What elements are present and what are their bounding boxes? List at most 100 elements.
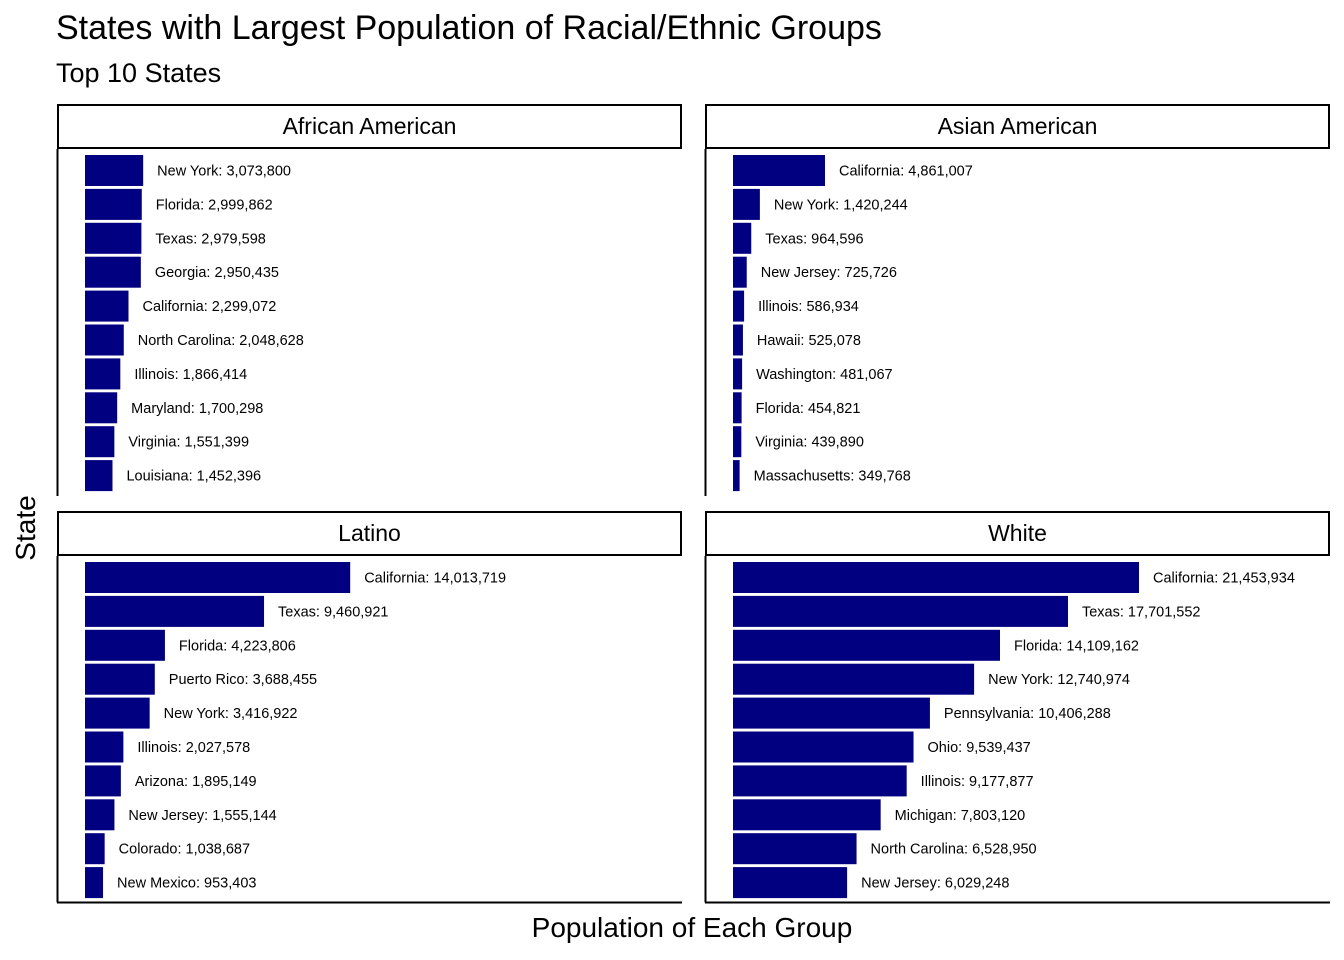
bar (733, 867, 848, 899)
bar (85, 731, 124, 763)
facet-strip-label: Latino (338, 520, 401, 546)
bar-data-label: California: 21,453,934 (1153, 571, 1295, 587)
facet-strip: African American (57, 104, 682, 149)
chart-title: States with Largest Population of Racial… (56, 9, 882, 47)
bar (85, 222, 142, 254)
facet-latino: Latino California: 14,013,719 Texas: 9,460… (56, 511, 682, 904)
bar-data-label: New York: 1,420,244 (774, 197, 908, 213)
bar (85, 460, 113, 492)
bar (85, 833, 105, 865)
bar (733, 426, 742, 458)
bar (733, 155, 825, 186)
bar-data-label: Maryland: 1,700,298 (131, 401, 263, 417)
bar (85, 629, 165, 661)
facet-african-american: African American New York: 3,073,800 Flori… (56, 104, 682, 496)
facet-white: White California: 21,453,934 Texas: 17,701… (704, 511, 1330, 904)
bar-data-label: Virginia: 1,551,399 (128, 435, 249, 451)
bar (85, 155, 144, 186)
bar-data-label: North Carolina: 2,048,628 (138, 333, 304, 349)
bar (733, 663, 975, 695)
bar-data-label: North Carolina: 6,528,950 (871, 842, 1037, 858)
bar (733, 562, 1139, 593)
bar (733, 731, 914, 763)
bar (85, 765, 121, 797)
bar-data-label: Florida: 14,109,162 (1014, 638, 1139, 654)
bar-data-label: New York: 3,416,922 (164, 706, 298, 722)
bar (733, 697, 930, 729)
facet-plot-area: New York: 3,073,800 Florida: 2,999,862 Tex… (56, 149, 304, 496)
bar-data-label: California: 4,861,007 (839, 164, 973, 180)
bar-data-label: Texas: 9,460,921 (278, 604, 388, 620)
bar-data-label: Virginia: 439,890 (755, 435, 864, 451)
bar (85, 426, 115, 458)
bar-data-label: New Jersey: 1,555,144 (128, 808, 276, 824)
bar-data-label: Illinois: 9,177,877 (921, 774, 1034, 790)
bar (733, 595, 1068, 627)
bar (733, 392, 742, 424)
bar-data-label: Florida: 454,821 (756, 401, 861, 417)
bar-data-label: Texas: 17,701,552 (1082, 604, 1201, 620)
facet-strip: White (705, 511, 1330, 556)
bar (85, 324, 124, 356)
bar (85, 867, 104, 899)
bar (733, 765, 907, 797)
bar-data-label: New Mexico: 953,403 (117, 876, 256, 892)
bar-data-label: New Jersey: 725,726 (761, 265, 897, 281)
facet-plot-area: California: 4,861,007 New York: 1,420,244… (704, 149, 973, 496)
bar-data-label: Florida: 4,223,806 (179, 638, 296, 654)
bar (733, 324, 743, 356)
bar (733, 629, 1001, 661)
bar-data-label: Illinois: 586,934 (758, 299, 859, 315)
bar-data-label: Florida: 2,999,862 (156, 197, 273, 213)
bar (85, 358, 121, 390)
chart-subtitle: Top 10 States (56, 58, 222, 88)
facet-plot-area: California: 14,013,719 Texas: 9,460,921 Fl… (56, 556, 682, 904)
bar-data-label: Puerto Rico: 3,688,455 (169, 672, 317, 688)
bar-data-label: Texas: 2,979,598 (155, 231, 265, 247)
bar (733, 256, 747, 288)
bar (85, 392, 118, 424)
facet-plot-area: California: 21,453,934 Texas: 17,701,552 F… (704, 556, 1330, 904)
bar-data-label: Hawaii: 525,078 (757, 333, 861, 349)
bar-data-label: New York: 12,740,974 (988, 672, 1130, 688)
facet-strip-label: African American (282, 113, 457, 139)
bar-data-label: New York: 3,073,800 (157, 164, 291, 180)
bar (733, 460, 740, 492)
bar (733, 222, 752, 254)
bar-data-label: New Jersey: 6,029,248 (861, 876, 1009, 892)
bar (85, 595, 265, 627)
bar-data-label: Washington: 481,067 (756, 367, 893, 383)
bar (85, 290, 129, 322)
facet-strip: Latino (57, 511, 682, 556)
bar-data-label: Arizona: 1,895,149 (135, 774, 257, 790)
bar-data-label: Illinois: 1,866,414 (134, 367, 247, 383)
bar (733, 358, 743, 390)
bar (85, 562, 351, 593)
bar (733, 799, 881, 831)
bar-data-label: Louisiana: 1,452,396 (126, 469, 261, 485)
bar-data-label: Ohio: 9,539,437 (928, 740, 1031, 756)
facet-strip: Asian American (705, 104, 1330, 149)
x-axis-label: Population of Each Group (531, 912, 853, 943)
bar (85, 188, 142, 220)
bar (733, 290, 745, 322)
bar-data-label: Texas: 964,596 (765, 231, 863, 247)
bar (85, 256, 141, 288)
facet-strip-label: Asian American (937, 113, 1098, 139)
bar-data-label: Georgia: 2,950,435 (155, 265, 279, 281)
bar (85, 663, 155, 695)
bar (733, 833, 857, 865)
bar-data-label: California: 14,013,719 (364, 571, 506, 587)
bar-data-label: Colorado: 1,038,687 (119, 842, 250, 858)
bar-data-label: Pennsylvania: 10,406,288 (944, 706, 1111, 722)
facet-strip-label: White (988, 520, 1047, 546)
bar-data-label: Michigan: 7,803,120 (895, 808, 1026, 824)
bar (85, 799, 115, 831)
bar-data-label: Illinois: 2,027,578 (137, 740, 250, 756)
bar-data-label: California: 2,299,072 (143, 299, 277, 315)
bar (85, 697, 150, 729)
bar (733, 188, 760, 220)
bar-data-label: Massachusetts: 349,768 (754, 469, 911, 485)
